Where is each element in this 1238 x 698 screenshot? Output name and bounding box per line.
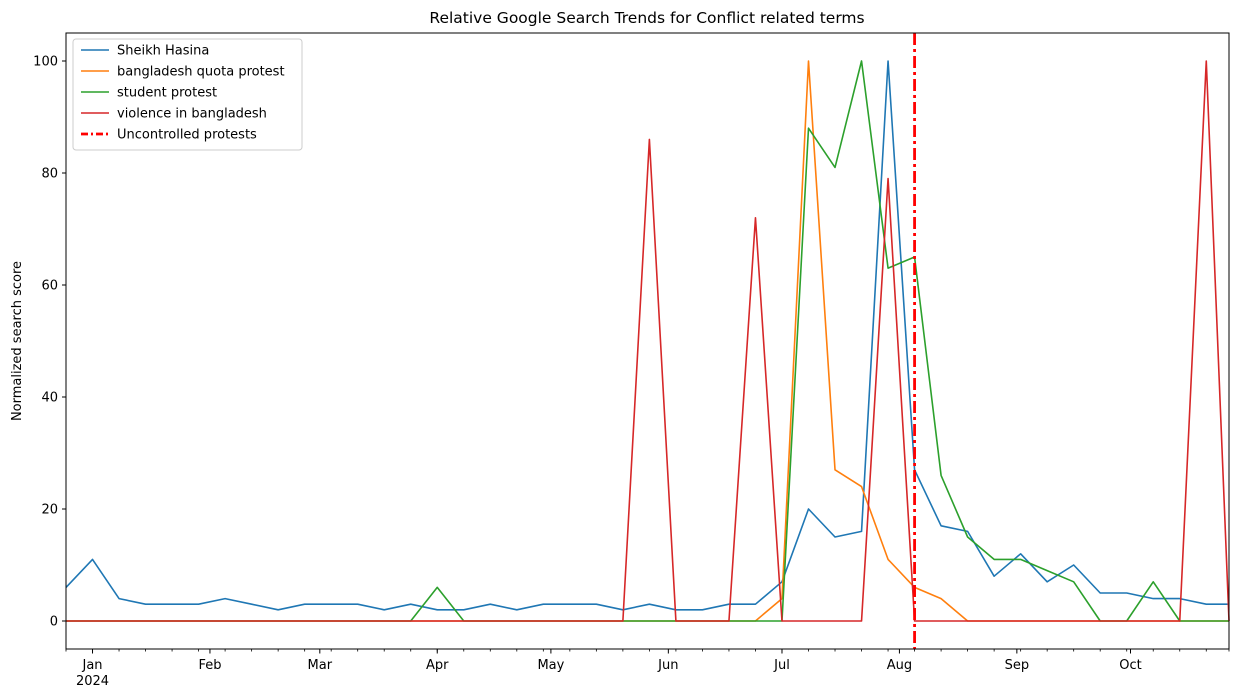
x-tick-label: Jan: [81, 658, 102, 673]
legend-label: bangladesh quota protest: [117, 65, 285, 80]
x-tick-label: May: [537, 658, 564, 673]
x-tick-label: Jun: [657, 658, 678, 673]
x-tick-label: Apr: [426, 658, 449, 673]
y-tick-label: 60: [41, 279, 58, 294]
y-tick-label: 40: [41, 391, 58, 406]
legend-label: violence in bangladesh: [117, 107, 267, 122]
x-tick-label: Sep: [1005, 658, 1030, 673]
y-axis: 0 20 40 60 80 100: [33, 55, 66, 630]
legend: Sheikh Hasina bangladesh quota protest stu…: [73, 39, 302, 150]
legend-label: student protest: [117, 86, 217, 101]
y-tick-label: 80: [41, 167, 58, 182]
x-tick-label: Jul: [773, 658, 790, 673]
chart-title: Relative Google Search Trends for Confli…: [429, 9, 864, 27]
y-tick-label: 20: [41, 503, 58, 518]
y-tick-label: 0: [50, 615, 58, 630]
x-tick-sublabel: 2024: [76, 674, 109, 689]
legend-label: Uncontrolled protests: [117, 128, 257, 143]
legend-label: Sheikh Hasina: [117, 44, 209, 59]
x-tick-label: Feb: [198, 658, 221, 673]
x-tick-label: Aug: [887, 658, 912, 673]
y-tick-label: 100: [33, 55, 58, 70]
x-tick-label: Oct: [1119, 658, 1141, 673]
x-tick-label: Mar: [308, 658, 333, 673]
y-axis-label: Normalized search score: [10, 261, 25, 421]
